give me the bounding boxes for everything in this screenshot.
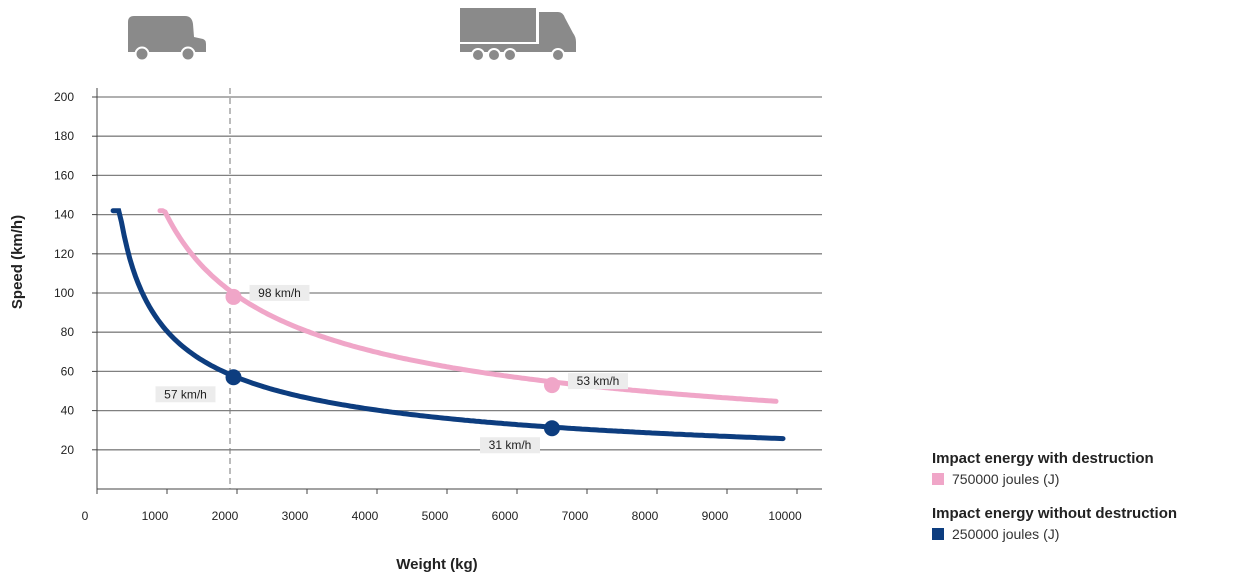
y-tick-label: 60 (61, 364, 75, 378)
y-tick-label: 140 (54, 208, 74, 222)
y-tick-label: 160 (54, 168, 74, 182)
x-tick-label: 7000 (562, 509, 589, 523)
legend-swatch-blue (932, 528, 944, 540)
y-tick-label: 200 (54, 90, 74, 104)
legend-title: Impact energy with destruction (932, 450, 1154, 467)
highlight-point (544, 420, 560, 437)
x-tick-label: 0 (82, 509, 89, 523)
y-tick-label: 180 (54, 129, 74, 143)
x-tick-label: 6000 (492, 509, 519, 523)
y-tick-label: 120 (54, 247, 74, 261)
car-icon (128, 16, 206, 62)
callout-label: 57 km/h (164, 387, 207, 401)
x-tick-label: 1000 (142, 509, 169, 523)
legend-entry-label: 750000 joules (J) (952, 471, 1060, 487)
x-tick-label: 9000 (702, 509, 729, 523)
x-tick-label: 5000 (422, 509, 449, 523)
highlight-point (225, 288, 242, 305)
callout-label: 31 km/h (489, 438, 532, 452)
legend-entry: 750000 joules (J) (932, 471, 1252, 487)
legend-group-no-destruction: Impact energy without destruction 250000… (932, 505, 1252, 542)
x-tick-label: 8000 (632, 509, 659, 523)
y-axis-title: Speed (km/h) (9, 215, 26, 309)
y-tick-label: 80 (61, 325, 75, 339)
highlight-point (225, 369, 242, 386)
legend-entry-label: 250000 joules (J) (952, 526, 1060, 542)
callout-label: 98 km/h (258, 286, 301, 300)
x-tick-label: 3000 (282, 509, 309, 523)
series-line (157, 208, 779, 404)
y-tick-label: 40 (61, 404, 75, 418)
x-axis-title: Weight (kg) (396, 556, 477, 573)
series-line (110, 208, 786, 442)
legend-swatch-pink (932, 473, 944, 485)
legend-entry: 250000 joules (J) (932, 526, 1252, 542)
y-tick-label: 20 (61, 443, 75, 457)
callout-box (568, 373, 628, 390)
callouts: 98 km/h 53 km/h 57 km/h 31 km/h (155, 284, 628, 454)
x-tick-label: 10000 (768, 509, 802, 523)
highlight-point (544, 377, 560, 394)
callout-box (480, 437, 540, 454)
x-tick-label: 2000 (212, 509, 239, 523)
x-tick-label: 4000 (352, 509, 379, 523)
truck-icon (460, 8, 576, 62)
callout-box (155, 386, 216, 403)
legend-group-destruction: Impact energy with destruction 750000 jo… (932, 450, 1252, 487)
grid-lines (97, 96, 822, 451)
axes (92, 88, 822, 494)
legend-title: Impact energy without destruction (932, 505, 1178, 522)
series-group (110, 208, 786, 442)
callout-box (249, 284, 310, 301)
y-tick-label: 100 (54, 286, 74, 300)
callout-label: 53 km/h (577, 374, 620, 388)
legend: Impact energy with destruction 750000 jo… (932, 450, 1252, 560)
